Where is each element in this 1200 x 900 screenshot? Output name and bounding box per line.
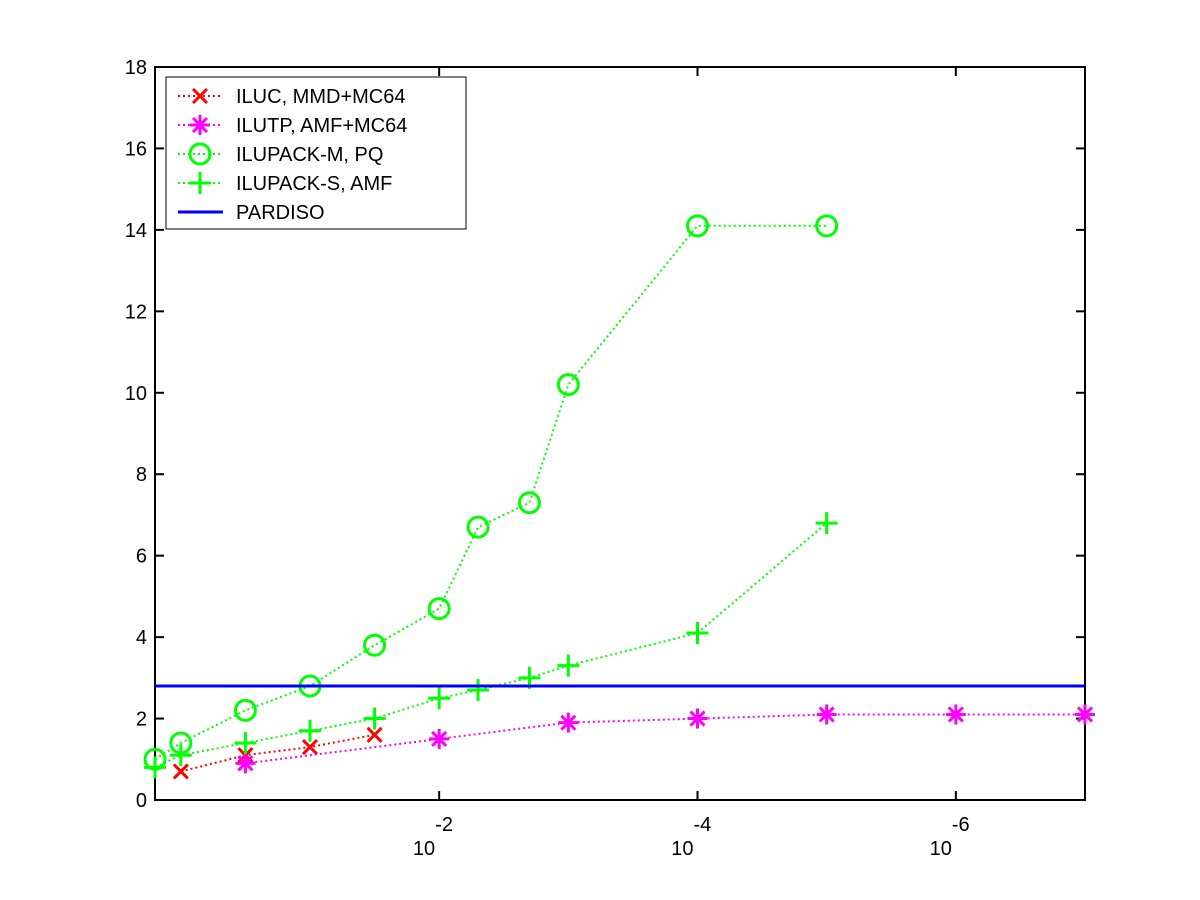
y-tick-label: 10 xyxy=(125,383,147,405)
series-2 xyxy=(235,704,1095,774)
legend-box xyxy=(165,76,467,230)
x-marker-stroke xyxy=(172,763,189,780)
data-point xyxy=(945,704,966,725)
legend-label: ILUTP, AMF+MC64 xyxy=(236,115,407,137)
circle-marker-shape xyxy=(466,515,490,539)
data-point xyxy=(815,214,839,238)
legend-label: ILUPACK-S, AMF xyxy=(236,173,392,195)
asterisk-marker-stroke xyxy=(237,755,254,772)
circle-marker-shape xyxy=(427,597,451,621)
data-point xyxy=(558,712,579,733)
data-point xyxy=(144,756,166,779)
x-tick-label-base: 10 xyxy=(413,838,435,860)
circle-marker-shape xyxy=(556,373,580,397)
y-tick-label: 4 xyxy=(136,627,147,649)
asterisk-marker-stroke xyxy=(560,714,577,731)
data-point xyxy=(686,622,709,645)
series-4 xyxy=(144,512,838,779)
data-point xyxy=(816,704,837,725)
axes-box xyxy=(154,66,1086,801)
data-point xyxy=(169,744,192,767)
asterisk-marker-stroke xyxy=(431,730,448,747)
data-point xyxy=(687,708,708,729)
legend-entry: ILUPACK-S, AMF xyxy=(178,172,392,195)
legend-entry: ILUC, MMD+MC64 xyxy=(178,86,405,108)
data-point xyxy=(363,633,387,657)
x-tick-label-base: 10 xyxy=(930,838,952,860)
legend-marker xyxy=(191,87,209,105)
data-point xyxy=(556,373,580,397)
x-tick-label-exponent: -6 xyxy=(952,814,970,836)
x-tick-label-base: 10 xyxy=(671,838,693,860)
asterisk-marker-stroke xyxy=(689,710,706,727)
data-point xyxy=(299,719,322,742)
data-point xyxy=(233,698,257,722)
data-point xyxy=(1075,704,1095,725)
legend-entry: ILUPACK-M, PQ xyxy=(178,142,383,166)
data-point xyxy=(172,763,189,780)
y-tick-label: 6 xyxy=(136,546,147,568)
legend-marker xyxy=(190,115,210,135)
data-point xyxy=(235,753,256,774)
legend-entry: ILUTP, AMF+MC64 xyxy=(178,115,407,137)
legend-label: ILUPACK-M, PQ xyxy=(236,144,383,166)
legend-label: ILUC, MMD+MC64 xyxy=(236,86,405,108)
data-point xyxy=(429,728,450,749)
circle-marker-shape xyxy=(233,698,257,722)
data-point xyxy=(428,687,451,710)
legend-marker xyxy=(189,172,211,194)
circle-marker-shape xyxy=(363,633,387,657)
circle-marker-shape xyxy=(517,491,541,515)
x-marker-stroke xyxy=(301,739,319,756)
x-marker-stroke xyxy=(191,87,209,105)
y-tick-label: 2 xyxy=(136,709,147,731)
data-point xyxy=(517,491,541,515)
legend-entry: PARDISO xyxy=(178,202,325,224)
x-marker-stroke xyxy=(366,726,383,743)
data-point xyxy=(815,512,838,535)
asterisk-marker-stroke xyxy=(947,706,964,723)
data-point xyxy=(427,597,451,621)
y-tick-label: 16 xyxy=(125,138,147,160)
data-point xyxy=(686,214,710,238)
data-point xyxy=(557,654,580,677)
data-point xyxy=(363,707,386,730)
series-3 xyxy=(143,214,839,771)
data-point xyxy=(467,679,490,702)
y-tick-label: 0 xyxy=(136,790,147,812)
circle-marker-shape xyxy=(815,214,839,238)
data-point xyxy=(234,731,257,754)
y-tick-label: 12 xyxy=(125,301,147,323)
x-tick-label-exponent: -2 xyxy=(435,814,453,836)
circle-marker-shape xyxy=(188,142,212,166)
data-point xyxy=(466,515,490,539)
series-line xyxy=(154,522,828,769)
data-point xyxy=(366,726,383,743)
y-tick-label: 14 xyxy=(125,220,147,242)
y-tick-label: 8 xyxy=(136,464,147,486)
data-point xyxy=(301,739,319,756)
asterisk-marker-stroke xyxy=(1076,706,1094,723)
circle-marker-shape xyxy=(686,214,710,238)
asterisk-marker-stroke xyxy=(818,706,835,723)
series-layer xyxy=(143,214,1095,780)
y-tick-label: 18 xyxy=(125,57,147,79)
asterisk-marker-stroke xyxy=(191,116,209,134)
legend-marker xyxy=(188,142,212,166)
x-tick-label-exponent: -4 xyxy=(694,814,712,836)
legend-label: PARDISO xyxy=(236,202,325,224)
legend: ILUC, MMD+MC64 ILUTP, AMF+MC64 ILUPACK-M, … xyxy=(165,76,467,230)
